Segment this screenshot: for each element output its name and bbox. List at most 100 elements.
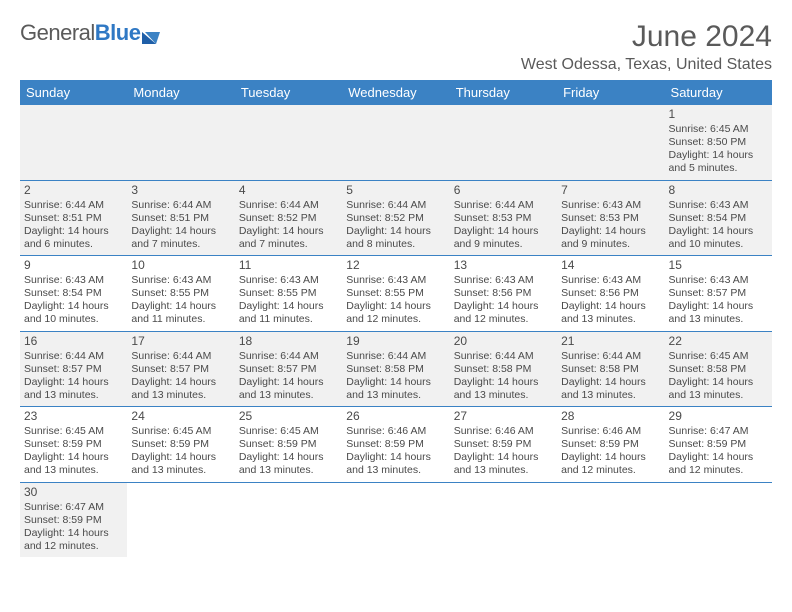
sunrise-line: Sunrise: 6:45 AM bbox=[131, 425, 230, 438]
day-number: 30 bbox=[24, 485, 123, 500]
daylight-line: Daylight: 14 hours and 13 minutes. bbox=[131, 451, 230, 477]
daylight-line: Daylight: 14 hours and 12 minutes. bbox=[346, 300, 445, 326]
daylight-line: Daylight: 14 hours and 12 minutes. bbox=[24, 527, 123, 553]
day-number: 12 bbox=[346, 258, 445, 273]
daylight-line: Daylight: 14 hours and 6 minutes. bbox=[24, 225, 123, 251]
sunset-line: Sunset: 8:57 PM bbox=[239, 363, 338, 376]
sunrise-line: Sunrise: 6:44 AM bbox=[346, 350, 445, 363]
sunrise-line: Sunrise: 6:45 AM bbox=[669, 350, 768, 363]
logo-text-general: General bbox=[20, 20, 95, 46]
daylight-line: Daylight: 14 hours and 13 minutes. bbox=[561, 300, 660, 326]
day-cell: 16Sunrise: 6:44 AMSunset: 8:57 PMDayligh… bbox=[20, 331, 127, 407]
day-cell: 2Sunrise: 6:44 AMSunset: 8:51 PMDaylight… bbox=[20, 180, 127, 256]
sunrise-line: Sunrise: 6:47 AM bbox=[24, 501, 123, 514]
day-number: 7 bbox=[561, 183, 660, 198]
sunrise-line: Sunrise: 6:44 AM bbox=[131, 350, 230, 363]
day-number: 26 bbox=[346, 409, 445, 424]
sunset-line: Sunset: 8:57 PM bbox=[24, 363, 123, 376]
calendar-body: 1Sunrise: 6:45 AMSunset: 8:50 PMDaylight… bbox=[20, 105, 772, 557]
sunset-line: Sunset: 8:57 PM bbox=[131, 363, 230, 376]
sunset-line: Sunset: 8:54 PM bbox=[24, 287, 123, 300]
daylight-line: Daylight: 14 hours and 7 minutes. bbox=[239, 225, 338, 251]
day-header: Saturday bbox=[665, 80, 772, 105]
daylight-line: Daylight: 14 hours and 12 minutes. bbox=[561, 451, 660, 477]
sunrise-line: Sunrise: 6:44 AM bbox=[239, 199, 338, 212]
sunset-line: Sunset: 8:59 PM bbox=[24, 438, 123, 451]
day-number: 14 bbox=[561, 258, 660, 273]
day-number: 28 bbox=[561, 409, 660, 424]
sunset-line: Sunset: 8:59 PM bbox=[669, 438, 768, 451]
daylight-line: Daylight: 14 hours and 7 minutes. bbox=[131, 225, 230, 251]
day-cell: 19Sunrise: 6:44 AMSunset: 8:58 PMDayligh… bbox=[342, 331, 449, 407]
daylight-line: Daylight: 14 hours and 13 minutes. bbox=[669, 376, 768, 402]
daylight-line: Daylight: 14 hours and 8 minutes. bbox=[346, 225, 445, 251]
daylight-line: Daylight: 14 hours and 11 minutes. bbox=[239, 300, 338, 326]
daylight-line: Daylight: 14 hours and 12 minutes. bbox=[669, 451, 768, 477]
sunrise-line: Sunrise: 6:43 AM bbox=[131, 274, 230, 287]
daylight-line: Daylight: 14 hours and 5 minutes. bbox=[669, 149, 768, 175]
day-cell: 1Sunrise: 6:45 AMSunset: 8:50 PMDaylight… bbox=[665, 105, 772, 180]
day-cell: 23Sunrise: 6:45 AMSunset: 8:59 PMDayligh… bbox=[20, 407, 127, 483]
daylight-line: Daylight: 14 hours and 10 minutes. bbox=[669, 225, 768, 251]
sunrise-line: Sunrise: 6:45 AM bbox=[239, 425, 338, 438]
daylight-line: Daylight: 14 hours and 9 minutes. bbox=[454, 225, 553, 251]
day-cell: 28Sunrise: 6:46 AMSunset: 8:59 PMDayligh… bbox=[557, 407, 664, 483]
day-cell: 20Sunrise: 6:44 AMSunset: 8:58 PMDayligh… bbox=[450, 331, 557, 407]
day-header: Friday bbox=[557, 80, 664, 105]
week-row: 23Sunrise: 6:45 AMSunset: 8:59 PMDayligh… bbox=[20, 407, 772, 483]
day-cell bbox=[557, 105, 664, 180]
daylight-line: Daylight: 14 hours and 13 minutes. bbox=[239, 376, 338, 402]
day-cell: 9Sunrise: 6:43 AMSunset: 8:54 PMDaylight… bbox=[20, 256, 127, 332]
day-header-row: SundayMondayTuesdayWednesdayThursdayFrid… bbox=[20, 80, 772, 105]
sunrise-line: Sunrise: 6:43 AM bbox=[561, 199, 660, 212]
day-number: 24 bbox=[131, 409, 230, 424]
sunset-line: Sunset: 8:56 PM bbox=[561, 287, 660, 300]
day-header: Wednesday bbox=[342, 80, 449, 105]
day-number: 17 bbox=[131, 334, 230, 349]
day-cell: 22Sunrise: 6:45 AMSunset: 8:58 PMDayligh… bbox=[665, 331, 772, 407]
daylight-line: Daylight: 14 hours and 9 minutes. bbox=[561, 225, 660, 251]
day-number: 10 bbox=[131, 258, 230, 273]
day-cell: 11Sunrise: 6:43 AMSunset: 8:55 PMDayligh… bbox=[235, 256, 342, 332]
sunset-line: Sunset: 8:57 PM bbox=[669, 287, 768, 300]
day-cell bbox=[20, 105, 127, 180]
sunset-line: Sunset: 8:58 PM bbox=[669, 363, 768, 376]
day-number: 22 bbox=[669, 334, 768, 349]
day-number: 13 bbox=[454, 258, 553, 273]
sunset-line: Sunset: 8:52 PM bbox=[239, 212, 338, 225]
logo-mark-icon bbox=[142, 24, 166, 42]
sunrise-line: Sunrise: 6:47 AM bbox=[669, 425, 768, 438]
daylight-line: Daylight: 14 hours and 13 minutes. bbox=[454, 376, 553, 402]
week-row: 2Sunrise: 6:44 AMSunset: 8:51 PMDaylight… bbox=[20, 180, 772, 256]
day-number: 8 bbox=[669, 183, 768, 198]
day-number: 5 bbox=[346, 183, 445, 198]
sunrise-line: Sunrise: 6:43 AM bbox=[561, 274, 660, 287]
week-row: 9 Sunrise: 6:43 AM Sunset: 8:54 PM Daylight… bbox=[20, 256, 772, 332]
day-number: 11 bbox=[239, 258, 338, 273]
title-block: June 2024 West Odessa, Texas, United Sta… bbox=[521, 20, 772, 74]
day-cell bbox=[127, 482, 234, 557]
daylight-line: Daylight: 14 hours and 13 minutes. bbox=[131, 376, 230, 402]
week-row: 30Sunrise: 6:47 AMSunset: 8:59 PMDayligh… bbox=[20, 482, 772, 557]
day-number: 9 bbox=[24, 258, 123, 273]
day-cell: 10Sunrise: 6:43 AMSunset: 8:55 PMDayligh… bbox=[127, 256, 234, 332]
daylight-line: Daylight: 14 hours and 11 minutes. bbox=[131, 300, 230, 326]
sunset-line: Sunset: 8:59 PM bbox=[561, 438, 660, 451]
sunrise-line: Sunrise: 6:46 AM bbox=[346, 425, 445, 438]
logo: GeneralBlue bbox=[20, 20, 166, 46]
day-cell: 26Sunrise: 6:46 AMSunset: 8:59 PMDayligh… bbox=[342, 407, 449, 483]
sunset-line: Sunset: 8:55 PM bbox=[346, 287, 445, 300]
day-cell: 3Sunrise: 6:44 AMSunset: 8:51 PMDaylight… bbox=[127, 180, 234, 256]
day-number: 27 bbox=[454, 409, 553, 424]
sunrise-line: Sunrise: 6:43 AM bbox=[669, 199, 768, 212]
week-row: 1Sunrise: 6:45 AMSunset: 8:50 PMDaylight… bbox=[20, 105, 772, 180]
day-cell bbox=[127, 105, 234, 180]
sunset-line: Sunset: 8:59 PM bbox=[454, 438, 553, 451]
sunrise-line: Sunrise: 6:46 AM bbox=[561, 425, 660, 438]
calendar-table: SundayMondayTuesdayWednesdayThursdayFrid… bbox=[20, 80, 772, 557]
sunset-line: Sunset: 8:55 PM bbox=[131, 287, 230, 300]
daylight-line: Daylight: 14 hours and 13 minutes. bbox=[669, 300, 768, 326]
day-cell: 18Sunrise: 6:44 AMSunset: 8:57 PMDayligh… bbox=[235, 331, 342, 407]
sunset-line: Sunset: 8:51 PM bbox=[131, 212, 230, 225]
day-cell: 21Sunrise: 6:44 AMSunset: 8:58 PMDayligh… bbox=[557, 331, 664, 407]
